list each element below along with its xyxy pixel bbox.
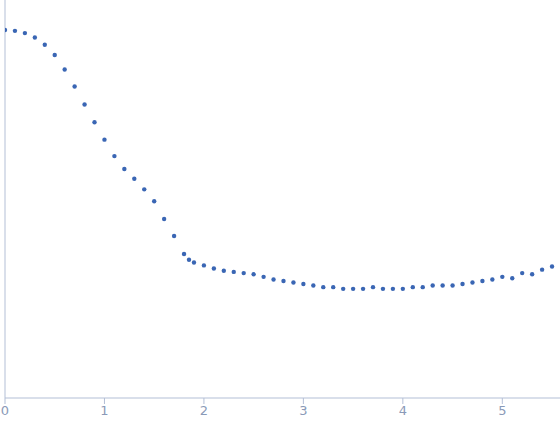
svg-text:3: 3	[299, 403, 307, 418]
svg-text:2: 2	[200, 403, 208, 418]
svg-text:5: 5	[498, 403, 506, 418]
svg-text:0: 0	[8, 403, 9, 418]
svg-text:4: 4	[399, 403, 407, 418]
svg-text:1: 1	[100, 403, 108, 418]
